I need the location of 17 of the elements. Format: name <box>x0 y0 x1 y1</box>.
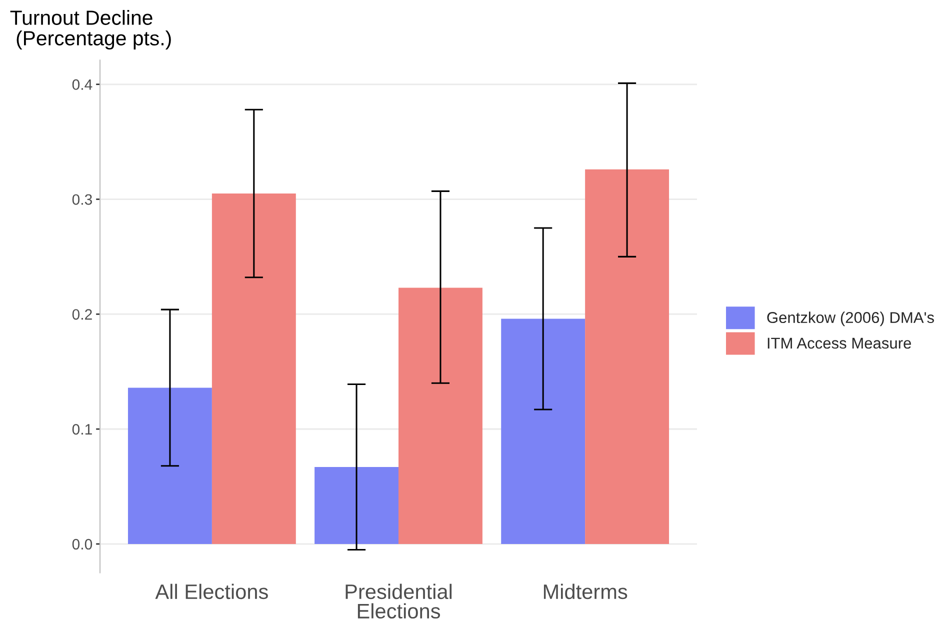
x-tick-label: Presidential Elections <box>346 584 452 619</box>
bar <box>212 193 296 544</box>
y-tick-label: 0.0 <box>72 538 92 550</box>
bar <box>314 466 398 544</box>
bar <box>128 388 212 544</box>
y-axis-title: Turnout Decline (Percentage pts.) <box>10 10 171 50</box>
x-tick-label: Midterms <box>544 584 628 600</box>
y-tick-label: 0.1 <box>72 424 92 435</box>
y-tick-label: 0.4 <box>72 79 92 90</box>
bar <box>585 169 670 544</box>
bar <box>398 288 482 544</box>
y-tick-label: 0.2 <box>72 309 92 320</box>
y-tick-label: 0.3 <box>72 194 92 205</box>
x-tick-label: All Elections <box>155 584 268 600</box>
bar <box>501 318 586 544</box>
legend-label: ITM Access Measure <box>768 338 911 349</box>
legend-label: Gentzkow (2006) DMA's <box>767 312 934 326</box>
